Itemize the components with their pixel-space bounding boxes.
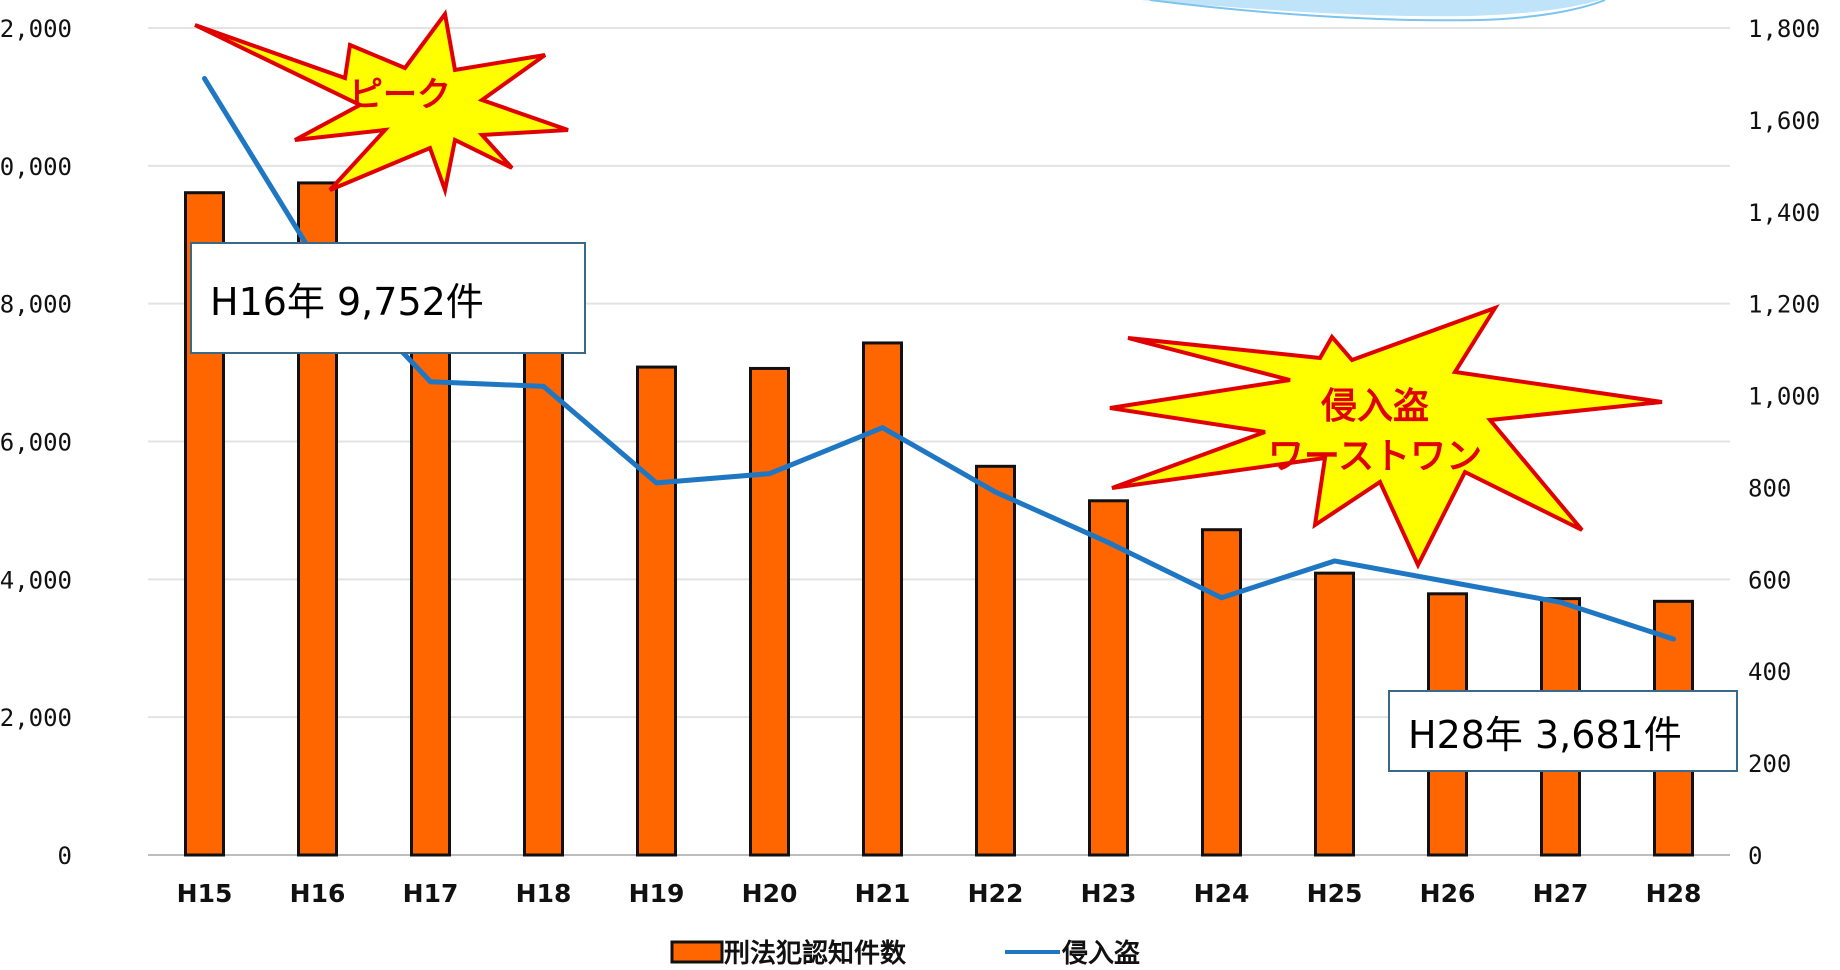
line-point [1219, 595, 1224, 601]
bar [636, 365, 677, 857]
line-point [993, 489, 998, 495]
x-tick-label: H19 [629, 879, 685, 908]
x-tick-label: H20 [742, 879, 798, 908]
worst-burst-shape [1109, 304, 1663, 570]
bar [1088, 499, 1129, 857]
x-tick-label: H25 [1307, 879, 1363, 908]
bar [1314, 571, 1355, 857]
y-right-tick-label: 1,000 [1748, 383, 1820, 411]
y-right-tick-label: 400 [1748, 658, 1791, 686]
legend-line-label: 侵入盗 [1061, 938, 1140, 969]
line-point [1671, 636, 1676, 642]
decorative-swoosh [1140, 0, 1600, 17]
x-tick-label: H15 [177, 879, 233, 908]
worst-label-line1: 侵入盗 [1320, 386, 1429, 427]
legend-bar-swatch [670, 940, 724, 964]
y-right-tick-label: 0 [1748, 842, 1762, 870]
x-tick-label: H27 [1533, 879, 1589, 908]
x-tick-label: H26 [1420, 879, 1476, 908]
bar [410, 295, 451, 857]
decorative-swoosh-line [1149, 0, 1606, 22]
y-right-tick-label: 200 [1748, 750, 1791, 778]
y-right-tick-label: 1,800 [1748, 15, 1820, 43]
line-point [1106, 540, 1111, 546]
y-left-tick-label: 2,000 [0, 704, 72, 732]
line-series-path [202, 77, 1675, 642]
bar [523, 309, 564, 857]
peak-label: ピーク [349, 75, 451, 115]
line-point [880, 425, 885, 431]
axes: 0 2,000 4,000 6,000 8,000 10,000 12,000 0 200 400… [0, 15, 1820, 908]
x-tick-label: H18 [516, 879, 572, 908]
x-tick-label: H21 [855, 879, 911, 908]
x-tick-label: H23 [1081, 879, 1137, 908]
y-left-tick-label: 12,000 [0, 15, 72, 43]
peak-burst-shape [194, 9, 569, 198]
y-right-tick-label: 1,600 [1748, 107, 1820, 135]
callout-h16: H16年 9,752件 [190, 242, 586, 354]
line-series [202, 76, 1676, 642]
line-point [428, 379, 433, 385]
line-point [202, 76, 207, 82]
y-left-tick-label: 10,000 [0, 153, 72, 181]
callout-h28: H28年 3,681件 [1388, 690, 1738, 772]
legend: 刑法犯認知件数 侵入盗 [670, 938, 1140, 969]
x-tick-label: H22 [968, 879, 1024, 908]
legend-bar-label: 刑法犯認知件数 [724, 938, 907, 969]
x-tick-label: H28 [1646, 879, 1702, 908]
y-left-tick-label: 8,000 [0, 291, 72, 319]
bar [749, 366, 790, 857]
y-right-tick-label: 600 [1748, 566, 1791, 594]
line-point [541, 383, 546, 389]
line-point [1332, 558, 1337, 564]
bar [1201, 528, 1242, 857]
bar [975, 464, 1016, 857]
line-point [767, 471, 772, 477]
x-tick-label: H16 [290, 879, 346, 908]
y-right-tick-label: 1,400 [1748, 199, 1820, 227]
y-left-tick-label: 0 [58, 842, 72, 870]
worst-burst: 侵入盗 ワーストワン [1109, 304, 1663, 570]
bar [862, 341, 903, 857]
y-right-tick-label: 1,200 [1748, 291, 1820, 319]
x-tick-label: H17 [403, 879, 459, 908]
line-point [1445, 579, 1450, 585]
y-left-tick-label: 4,000 [0, 566, 72, 594]
y-left-tick-label: 6,000 [0, 429, 72, 457]
x-tick-label: H24 [1194, 879, 1250, 908]
y-right-tick-label: 800 [1748, 474, 1791, 502]
line-point [1558, 599, 1563, 605]
peak-burst: ピーク [194, 9, 569, 198]
line-point [654, 480, 659, 486]
worst-label-line2: ワーストワン [1268, 436, 1482, 477]
